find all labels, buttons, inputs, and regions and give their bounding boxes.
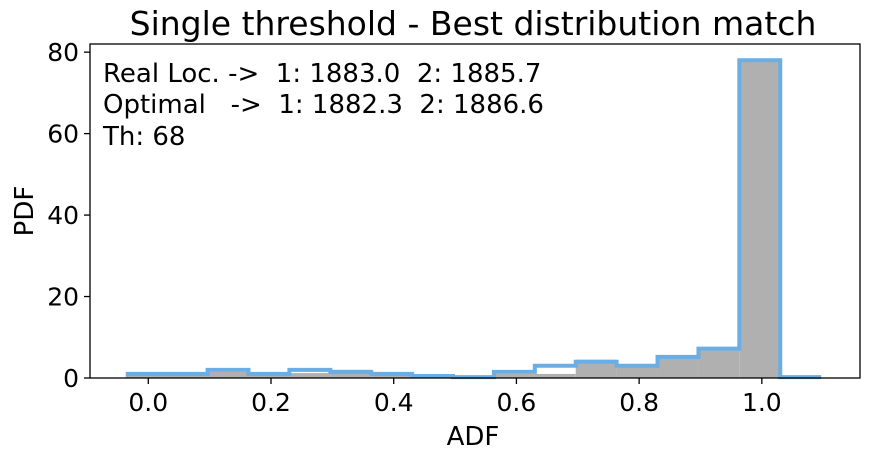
histogram-bar: [616, 366, 658, 378]
histogram-bar: [330, 369, 372, 378]
x-axis-ticks: 0.0 0.2 0.4 0.6 0.8 1.0: [128, 378, 782, 417]
histogram-bar: [575, 359, 617, 378]
histogram-bar: [657, 357, 699, 378]
y-axis-label: PDF: [10, 186, 40, 237]
histogram-bar: [166, 374, 208, 378]
x-tick-label: 0.2: [251, 388, 291, 417]
histogram-bar: [698, 349, 740, 378]
histogram-bar: [534, 373, 576, 378]
x-tick-label: 0.8: [619, 388, 659, 417]
filled-histogram-bars: [125, 60, 781, 378]
y-tick-label: 0: [63, 364, 79, 393]
histogram-bar: [371, 373, 413, 378]
y-tick-label: 60: [47, 120, 79, 149]
y-tick-label: 20: [47, 283, 79, 312]
y-tick-label: 80: [47, 38, 79, 67]
step-histogram-line: [125, 58, 822, 380]
plot-frame: [89, 43, 861, 379]
histogram-bar: [289, 373, 331, 378]
x-axis-label: ADF: [447, 422, 500, 452]
annotation-real-loc: Real Loc. -> 1: 1883.0 2: 1885.7: [103, 59, 541, 89]
y-axis-ticks: 0 20 40 60 80: [47, 38, 90, 393]
x-tick-label: 0.6: [497, 388, 537, 417]
chart-title: Single threshold - Best distribution mat…: [130, 4, 817, 43]
histogram-bar: [125, 374, 167, 378]
x-tick-label: 0.4: [374, 388, 414, 417]
step-histogram-outline: [125, 58, 822, 380]
annotation-optimal: Optimal -> 1: 1882.3 2: 1886.6: [103, 90, 544, 120]
histogram-bar: [493, 373, 535, 378]
histogram-bar: [739, 60, 781, 378]
y-tick-label: 40: [47, 201, 79, 230]
x-tick-label: 1.0: [742, 388, 782, 417]
annotation-box: Real Loc. -> 1: 1883.0 2: 1885.7 Optimal…: [102, 59, 544, 152]
x-tick-label: 0.0: [128, 388, 168, 417]
annotation-threshold: Th: 68: [102, 122, 185, 152]
histogram-bar: [207, 371, 249, 378]
